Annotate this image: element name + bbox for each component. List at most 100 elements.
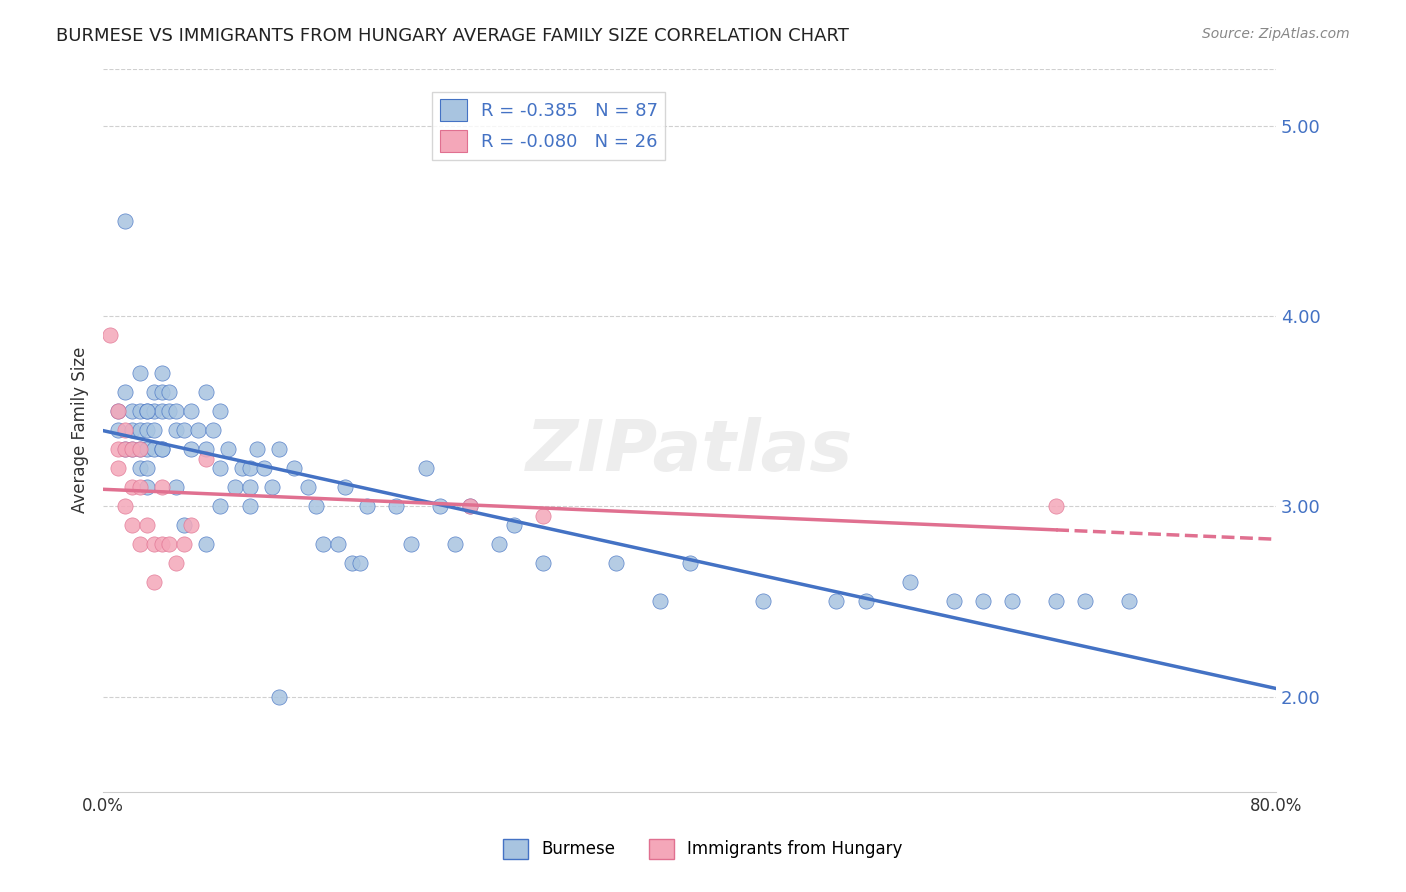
Point xyxy=(429,500,451,514)
Point xyxy=(165,404,187,418)
Point xyxy=(1045,500,1067,514)
Point xyxy=(150,480,173,494)
Point xyxy=(942,594,965,608)
Point xyxy=(114,500,136,514)
Point xyxy=(114,385,136,400)
Point xyxy=(121,404,143,418)
Point xyxy=(173,518,195,533)
Point xyxy=(297,480,319,494)
Point xyxy=(209,461,232,475)
Point xyxy=(165,480,187,494)
Point xyxy=(128,537,150,551)
Point xyxy=(143,537,166,551)
Point xyxy=(444,537,467,551)
Point xyxy=(209,500,232,514)
Point xyxy=(1001,594,1024,608)
Point xyxy=(194,385,217,400)
Point xyxy=(1045,594,1067,608)
Point xyxy=(267,690,290,704)
Point xyxy=(107,423,129,437)
Point xyxy=(136,404,159,418)
Point xyxy=(855,594,877,608)
Y-axis label: Average Family Size: Average Family Size xyxy=(72,347,89,513)
Point xyxy=(260,480,283,494)
Point xyxy=(121,423,143,437)
Point xyxy=(121,480,143,494)
Point xyxy=(825,594,848,608)
Point xyxy=(239,500,262,514)
Point xyxy=(121,442,143,457)
Point xyxy=(157,385,180,400)
Point xyxy=(136,518,159,533)
Point xyxy=(107,404,129,418)
Point xyxy=(349,557,371,571)
Point xyxy=(231,461,253,475)
Point xyxy=(136,461,159,475)
Point xyxy=(488,537,510,551)
Point xyxy=(898,575,921,590)
Text: BURMESE VS IMMIGRANTS FROM HUNGARY AVERAGE FAMILY SIZE CORRELATION CHART: BURMESE VS IMMIGRANTS FROM HUNGARY AVERA… xyxy=(56,27,849,45)
Point xyxy=(180,442,202,457)
Point xyxy=(312,537,335,551)
Point xyxy=(209,404,232,418)
Point xyxy=(415,461,437,475)
Point xyxy=(333,480,356,494)
Point xyxy=(100,328,122,343)
Point xyxy=(136,404,159,418)
Point xyxy=(180,404,202,418)
Point xyxy=(150,442,173,457)
Point xyxy=(143,423,166,437)
Point xyxy=(224,480,246,494)
Point xyxy=(194,451,217,466)
Point xyxy=(136,442,159,457)
Point xyxy=(253,461,276,475)
Legend: R = -0.385   N = 87, R = -0.080   N = 26: R = -0.385 N = 87, R = -0.080 N = 26 xyxy=(433,92,665,160)
Point xyxy=(356,500,378,514)
Point xyxy=(972,594,994,608)
Point xyxy=(150,442,173,457)
Point xyxy=(128,366,150,380)
Point xyxy=(399,537,422,551)
Point xyxy=(143,385,166,400)
Point xyxy=(194,537,217,551)
Point xyxy=(121,518,143,533)
Point xyxy=(605,557,627,571)
Point xyxy=(283,461,305,475)
Point xyxy=(202,423,225,437)
Point xyxy=(157,404,180,418)
Point xyxy=(107,442,129,457)
Point xyxy=(128,480,150,494)
Point xyxy=(143,442,166,457)
Point xyxy=(458,500,481,514)
Point xyxy=(194,442,217,457)
Point xyxy=(1118,594,1140,608)
Point xyxy=(217,442,239,457)
Point xyxy=(239,461,262,475)
Point xyxy=(150,537,173,551)
Point xyxy=(173,423,195,437)
Point xyxy=(107,404,129,418)
Point xyxy=(342,557,364,571)
Text: ZIPatlas: ZIPatlas xyxy=(526,417,853,486)
Point xyxy=(267,442,290,457)
Point xyxy=(128,442,150,457)
Point xyxy=(114,213,136,227)
Point xyxy=(180,518,202,533)
Point xyxy=(385,500,408,514)
Point xyxy=(128,423,150,437)
Point xyxy=(136,423,159,437)
Point xyxy=(150,385,173,400)
Point xyxy=(143,404,166,418)
Point xyxy=(1074,594,1097,608)
Point xyxy=(650,594,672,608)
Point xyxy=(531,557,554,571)
Point xyxy=(114,442,136,457)
Point xyxy=(136,480,159,494)
Point xyxy=(128,442,150,457)
Point xyxy=(239,480,262,494)
Point xyxy=(531,508,554,523)
Point xyxy=(305,500,328,514)
Point xyxy=(107,461,129,475)
Point xyxy=(128,404,150,418)
Point xyxy=(246,442,269,457)
